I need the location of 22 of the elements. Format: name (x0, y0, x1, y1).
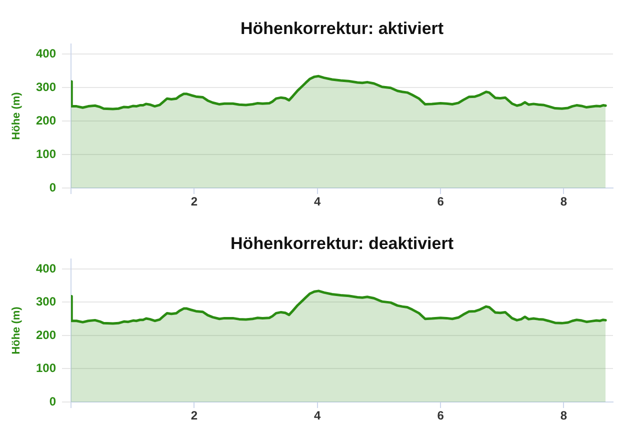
y-axis-title: Höhe (m) (10, 306, 23, 354)
x-tick-label: 4 (314, 194, 322, 209)
y-axis-title: Höhe (m) (10, 92, 23, 140)
x-tick-label: 6 (437, 408, 444, 423)
x-tick-label: 2 (190, 194, 198, 209)
y-tick-label: 400 (36, 261, 56, 276)
x-tick-label: 8 (560, 194, 568, 209)
x-tick-label: 8 (560, 408, 568, 423)
y-tick-label: 100 (36, 146, 56, 161)
y-tick-label: 100 (36, 361, 56, 376)
x-tick-label: 2 (190, 408, 198, 423)
y-tick-label: 300 (36, 80, 56, 94)
chart-title: Höhenkorrektur: aktiviert (240, 18, 444, 38)
y-tick-label: 200 (36, 113, 56, 128)
x-tick-label: 6 (437, 194, 444, 209)
y-tick-label: 400 (36, 46, 56, 60)
y-tick-label: 300 (36, 294, 56, 309)
y-tick-label: 0 (49, 180, 56, 194)
chart-title: Höhenkorrektur: deaktiviert (230, 234, 454, 253)
y-tick-label: 0 (49, 394, 56, 408)
y-tick-label: 200 (36, 328, 56, 342)
x-tick-label: 4 (314, 408, 322, 423)
